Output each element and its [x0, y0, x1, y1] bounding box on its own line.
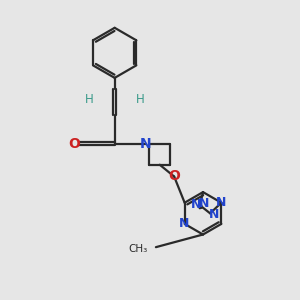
Text: N: N [140, 136, 152, 151]
Text: O: O [168, 169, 180, 184]
Text: H: H [136, 93, 145, 106]
Text: N: N [191, 198, 201, 211]
Text: N: N [208, 208, 219, 221]
Text: N: N [199, 197, 209, 210]
Text: O: O [68, 136, 80, 151]
Text: N: N [179, 218, 189, 230]
Text: H: H [84, 93, 93, 106]
Text: CH₃: CH₃ [128, 244, 148, 254]
Text: N: N [216, 196, 226, 209]
